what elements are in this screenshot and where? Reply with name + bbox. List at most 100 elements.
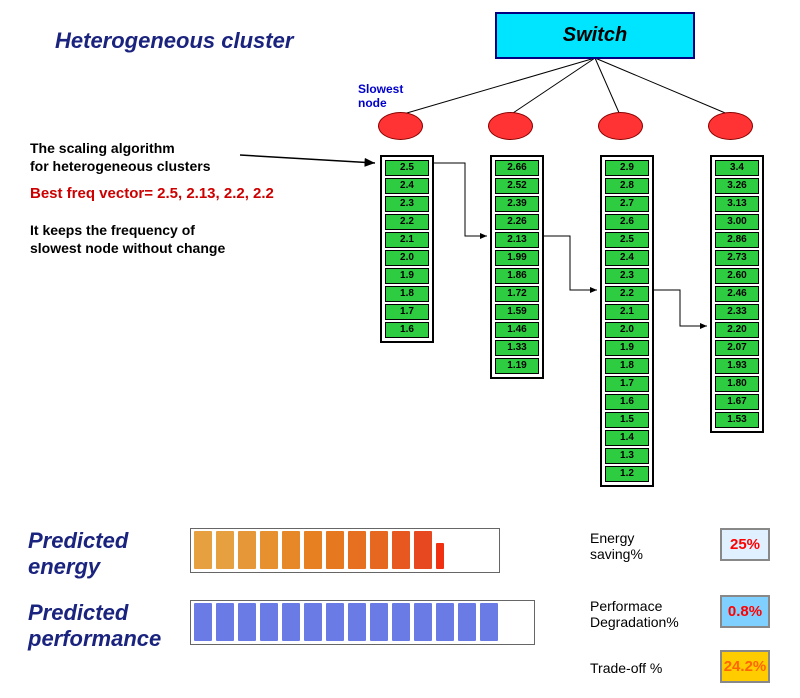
energy-bar-seg xyxy=(392,531,410,569)
energy-saving-box: 25% xyxy=(720,528,770,561)
energy-bar-seg xyxy=(260,531,278,569)
keep-text-1: It keeps the frequency of xyxy=(30,222,195,238)
freq-cell: 1.7 xyxy=(385,304,429,320)
node-ellipse-0 xyxy=(378,112,423,140)
freq-cell: 2.8 xyxy=(605,178,649,194)
freq-cell: 2.5 xyxy=(605,232,649,248)
freq-cell: 2.2 xyxy=(605,286,649,302)
freq-cell: 1.5 xyxy=(605,412,649,428)
perf-degradation-value: 0.8% xyxy=(728,603,762,620)
freq-cell: 1.4 xyxy=(605,430,649,446)
algo-text-2: for heterogeneous clusters xyxy=(30,158,211,174)
freq-cell: 1.19 xyxy=(495,358,539,374)
perf-bar-seg xyxy=(282,603,300,641)
freq-cell: 1.6 xyxy=(605,394,649,410)
freq-cell: 1.9 xyxy=(385,268,429,284)
freq-cell: 3.4 xyxy=(715,160,759,176)
perf-bar-seg xyxy=(260,603,278,641)
freq-cell: 2.0 xyxy=(385,250,429,266)
freq-cell: 1.93 xyxy=(715,358,759,374)
best-freq-text: Best freq vector= 2.5, 2.13, 2.2, 2.2 xyxy=(30,185,274,202)
freq-cell: 3.26 xyxy=(715,178,759,194)
perf-bar-seg xyxy=(458,603,476,641)
freq-cell: 3.13 xyxy=(715,196,759,212)
freq-cell: 2.6 xyxy=(605,214,649,230)
energy-bar-seg xyxy=(348,531,366,569)
freq-cell: 2.66 xyxy=(495,160,539,176)
tradeoff-box: 24.2% xyxy=(720,650,770,683)
freq-cell: 2.46 xyxy=(715,286,759,302)
freq-cell: 1.46 xyxy=(495,322,539,338)
freq-cell: 2.4 xyxy=(605,250,649,266)
perf-bar-seg xyxy=(304,603,322,641)
freq-cell: 2.86 xyxy=(715,232,759,248)
freq-cell: 2.26 xyxy=(495,214,539,230)
perf-bar-seg xyxy=(194,603,212,641)
freq-cell: 2.20 xyxy=(715,322,759,338)
node-ellipse-3 xyxy=(708,112,753,140)
perf-degradation-box: 0.8% xyxy=(720,595,770,628)
freq-cell: 2.33 xyxy=(715,304,759,320)
freq-cell: 3.00 xyxy=(715,214,759,230)
energy-bar-seg xyxy=(194,531,212,569)
perf-bar-seg xyxy=(370,603,388,641)
freq-column-0: 2.52.42.32.22.12.01.91.81.71.6 xyxy=(380,155,434,343)
freq-cell: 1.8 xyxy=(385,286,429,302)
freq-column-3: 3.4 3.26 3.13 3.00 2.86 2.73 2.60 2.46 2.33 2.20 2… xyxy=(710,155,764,433)
freq-cell: 1.3 xyxy=(605,448,649,464)
freq-cell: 2.4 xyxy=(385,178,429,194)
predicted-perf-label: Predicted performance xyxy=(28,600,161,652)
freq-cell: 2.39 xyxy=(495,196,539,212)
energy-bar-seg xyxy=(282,531,300,569)
energy-bar-seg xyxy=(414,531,432,569)
node-ellipse-1 xyxy=(488,112,533,140)
freq-cell: 2.0 xyxy=(605,322,649,338)
freq-cell: 2.3 xyxy=(385,196,429,212)
energy-bar-seg xyxy=(326,531,344,569)
perf-degradation-label: Performace Degradation% xyxy=(590,598,679,630)
freq-cell: 1.59 xyxy=(495,304,539,320)
algo-text-1: The scaling algorithm xyxy=(30,140,175,156)
freq-cell: 2.73 xyxy=(715,250,759,266)
freq-cell: 2.60 xyxy=(715,268,759,284)
freq-cell: 1.33 xyxy=(495,340,539,356)
freq-cell: 1.86 xyxy=(495,268,539,284)
freq-column-1: 2.66 2.52 2.39 2.26 2.13 1.99 1.86 1.72 1.59 1.46… xyxy=(490,155,544,379)
predicted-energy-label: Predicted energy xyxy=(28,528,128,580)
freq-cell: 1.99 xyxy=(495,250,539,266)
energy-bar-seg xyxy=(304,531,322,569)
node-ellipse-2 xyxy=(598,112,643,140)
freq-column-2: 2.92.82.72.62.52.42.32.22.12.01.91.81.71… xyxy=(600,155,654,487)
freq-cell: 2.13 xyxy=(495,232,539,248)
perf-bar-seg xyxy=(392,603,410,641)
freq-cell: 1.67 xyxy=(715,394,759,410)
tradeoff-value: 24.2% xyxy=(724,658,767,675)
energy-bar-seg xyxy=(370,531,388,569)
page-title: Heterogeneous cluster xyxy=(55,28,293,54)
perf-bar-seg xyxy=(414,603,432,641)
freq-cell: 1.2 xyxy=(605,466,649,482)
energy-bar-seg xyxy=(436,543,444,569)
freq-cell: 2.1 xyxy=(605,304,649,320)
perf-bar-seg xyxy=(326,603,344,641)
freq-cell: 2.5 xyxy=(385,160,429,176)
perf-bar-seg xyxy=(436,603,454,641)
freq-cell: 2.52 xyxy=(495,178,539,194)
switch-box: Switch xyxy=(495,12,695,59)
freq-cell: 1.7 xyxy=(605,376,649,392)
slowest-node-label: Slowest node xyxy=(358,82,403,110)
perf-bar-seg xyxy=(480,603,498,641)
perf-bar-seg xyxy=(238,603,256,641)
energy-bar-chart xyxy=(190,528,500,573)
energy-saving-label: Energy saving% xyxy=(590,530,643,562)
freq-cell: 2.2 xyxy=(385,214,429,230)
freq-cell: 1.80 xyxy=(715,376,759,392)
freq-cell: 1.72 xyxy=(495,286,539,302)
freq-cell: 1.8 xyxy=(605,358,649,374)
perf-bar-seg xyxy=(348,603,366,641)
perf-bar-seg xyxy=(216,603,234,641)
energy-bar-seg xyxy=(216,531,234,569)
freq-cell: 2.7 xyxy=(605,196,649,212)
freq-cell: 1.6 xyxy=(385,322,429,338)
freq-cell: 2.07 xyxy=(715,340,759,356)
